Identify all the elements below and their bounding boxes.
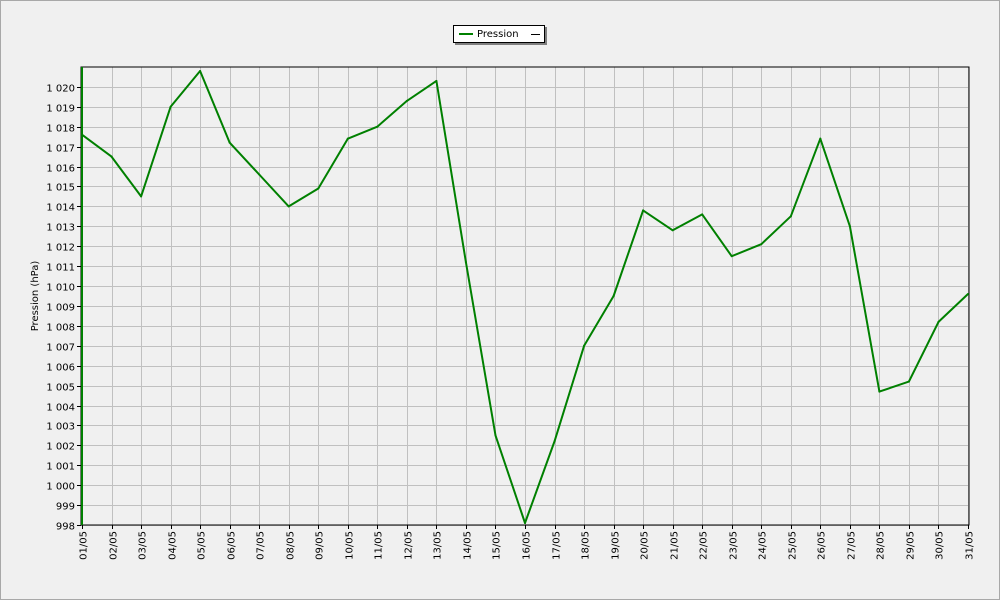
y-tick-label: 1 016	[46, 164, 75, 175]
x-tick-label: 08/05	[286, 531, 297, 560]
x-tick-label: 02/05	[109, 531, 120, 560]
data-point	[199, 69, 202, 72]
data-point	[346, 137, 349, 140]
x-tick-label: 20/05	[640, 531, 651, 560]
data-point	[317, 187, 320, 190]
grid-lines	[81, 67, 969, 526]
series-layer	[81, 67, 969, 525]
data-point	[376, 125, 379, 128]
y-tick-label: 1 004	[46, 403, 75, 414]
y-tick-label: 1 005	[46, 383, 75, 394]
y-tick-label: 1 010	[46, 283, 75, 294]
x-tick-label: 15/05	[492, 531, 503, 560]
x-tick-label: 28/05	[876, 531, 887, 560]
x-tick-label: 29/05	[906, 531, 917, 560]
data-point	[583, 344, 586, 347]
y-tick-label: 1 006	[46, 363, 75, 374]
x-tick-label: 11/05	[374, 531, 385, 560]
data-point	[701, 213, 704, 216]
x-tick-label: 01/05	[79, 531, 90, 560]
y-tick-label: 1 015	[46, 183, 75, 194]
x-tick-label: 31/05	[965, 531, 976, 560]
data-point	[524, 522, 526, 525]
x-tick-label: 12/05	[404, 531, 415, 560]
data-point	[435, 79, 438, 82]
data-point	[730, 255, 733, 258]
y-tick-label: 1 002	[46, 442, 75, 453]
y-axis: 998 999 1 000 1 001 1 002 1 003 1 004 1 005 1 00…	[46, 84, 81, 533]
data-point	[287, 205, 290, 208]
data-point	[494, 434, 497, 437]
legend-swatch	[459, 33, 473, 35]
y-tick-label: 1 007	[46, 343, 75, 354]
data-point	[642, 209, 645, 212]
x-tick-label: 09/05	[315, 531, 326, 560]
x-tick-label: 05/05	[197, 531, 208, 560]
x-tick-label: 16/05	[522, 531, 533, 560]
data-point	[140, 195, 143, 198]
data-point	[760, 243, 763, 246]
legend-label: Pression	[477, 28, 519, 40]
y-tick-label: 1 001	[46, 462, 75, 473]
y-tick-label: 1 008	[46, 323, 75, 334]
y-tick-label: 1 012	[46, 243, 75, 254]
x-tick-label: 06/05	[227, 531, 238, 560]
y-tick-label: 999	[56, 502, 75, 513]
y-tick-label: 1 020	[46, 84, 75, 95]
x-tick-label: 30/05	[935, 531, 946, 560]
y-tick-label: 998	[56, 522, 75, 533]
data-point	[228, 141, 231, 144]
data-point	[464, 261, 467, 264]
data-point	[967, 293, 969, 296]
x-tick-label: 10/05	[345, 531, 356, 560]
y-tick-label: 1 019	[46, 104, 75, 115]
y-tick-label: 1 018	[46, 124, 75, 135]
y-axis-label: Pression (hPa)	[30, 261, 41, 332]
x-tick-label: 18/05	[581, 531, 592, 560]
x-tick-label: 03/05	[138, 531, 149, 560]
x-tick-label: 22/05	[699, 531, 710, 560]
data-point	[405, 99, 408, 102]
y-tick-label: 1 000	[46, 482, 75, 493]
y-tick-label: 1 014	[46, 203, 75, 214]
y-tick-label: 1 009	[46, 303, 75, 314]
x-tick-label: 21/05	[670, 531, 681, 560]
x-tick-label: 19/05	[611, 531, 622, 560]
y-tick-label: 1 017	[46, 144, 75, 155]
x-tick-label: 14/05	[463, 531, 474, 560]
x-tick-label: 07/05	[256, 531, 267, 560]
data-point	[612, 295, 615, 297]
data-point	[169, 105, 172, 108]
data-point	[789, 215, 792, 218]
data-point	[81, 133, 83, 136]
data-point	[848, 225, 851, 228]
x-axis: 01/05 02/05 03/05 04/05 05/05 06/05 07/05 08/05…	[79, 525, 976, 560]
data-point	[878, 390, 881, 393]
y-tick-label: 1 013	[46, 223, 75, 234]
legend-dash	[530, 33, 540, 35]
x-tick-label: 13/05	[433, 531, 444, 560]
x-tick-label: 24/05	[758, 531, 769, 560]
data-point	[819, 137, 822, 140]
data-point	[671, 229, 674, 232]
legend: Pression	[453, 25, 545, 43]
x-tick-label: 17/05	[552, 531, 563, 560]
x-tick-label: 04/05	[168, 531, 179, 560]
data-point	[937, 320, 940, 323]
x-tick-label: 23/05	[729, 531, 740, 560]
x-tick-label: 25/05	[788, 531, 799, 560]
data-point	[553, 440, 556, 443]
data-point	[258, 173, 261, 176]
data-point	[907, 380, 910, 383]
y-tick-label: 1 011	[46, 263, 75, 274]
x-tick-label: 26/05	[817, 531, 828, 560]
data-point	[110, 155, 113, 158]
y-tick-label: 1 003	[46, 422, 75, 433]
x-tick-label: 27/05	[847, 531, 858, 560]
